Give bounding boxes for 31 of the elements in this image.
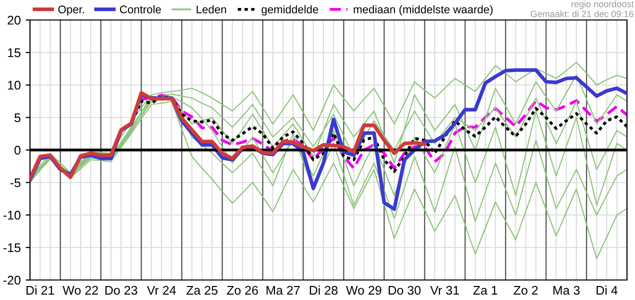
y-tick-label: 5 bbox=[14, 113, 20, 122]
x-tick-label: Zo 26 bbox=[226, 286, 258, 295]
x-tick-label: Ma 3 bbox=[553, 286, 580, 295]
y-tick-label: -10 bbox=[3, 210, 20, 220]
x-tick-label: Vr 24 bbox=[146, 286, 176, 295]
y-tick-label: 10 bbox=[8, 80, 20, 90]
x-tick-label: Do 23 bbox=[105, 286, 138, 295]
x-tick-label: Di 4 bbox=[596, 286, 618, 295]
y-tick-label: -15 bbox=[3, 243, 20, 252]
x-tick-label: Za 25 bbox=[186, 286, 218, 295]
legend-label: Controle bbox=[120, 5, 161, 14]
x-tick-label: Za 1 bbox=[473, 286, 498, 295]
x-tick-label: Wo 22 bbox=[62, 286, 98, 295]
x-tick-label: Ma 27 bbox=[266, 286, 300, 295]
y-tick-label: -5 bbox=[10, 178, 20, 188]
x-tick-label: Zo 2 bbox=[514, 286, 538, 295]
x-tick-label: Di 21 bbox=[26, 286, 54, 295]
x-tick-label: Di 28 bbox=[310, 286, 338, 295]
y-tick-label: -20 bbox=[3, 276, 20, 285]
legend-label: mediaan (middelste waarde) bbox=[354, 5, 493, 16]
x-tick-label: Vr 31 bbox=[430, 286, 459, 295]
legend-label: Oper. bbox=[58, 5, 84, 16]
x-tick-label: Do 30 bbox=[388, 286, 421, 295]
y-tick-label: 15 bbox=[8, 48, 20, 58]
text: Gemaakt: di 21 dec 09:16 bbox=[530, 10, 634, 18]
x-tick-label: Wo 29 bbox=[346, 286, 382, 295]
y-tick-label: 20 bbox=[8, 16, 20, 25]
legend-label: gemiddelde bbox=[262, 5, 318, 16]
y-tick-label: 0 bbox=[14, 146, 20, 155]
legend-label: Leden bbox=[196, 5, 226, 14]
text: regio noordoost bbox=[572, 0, 634, 10]
